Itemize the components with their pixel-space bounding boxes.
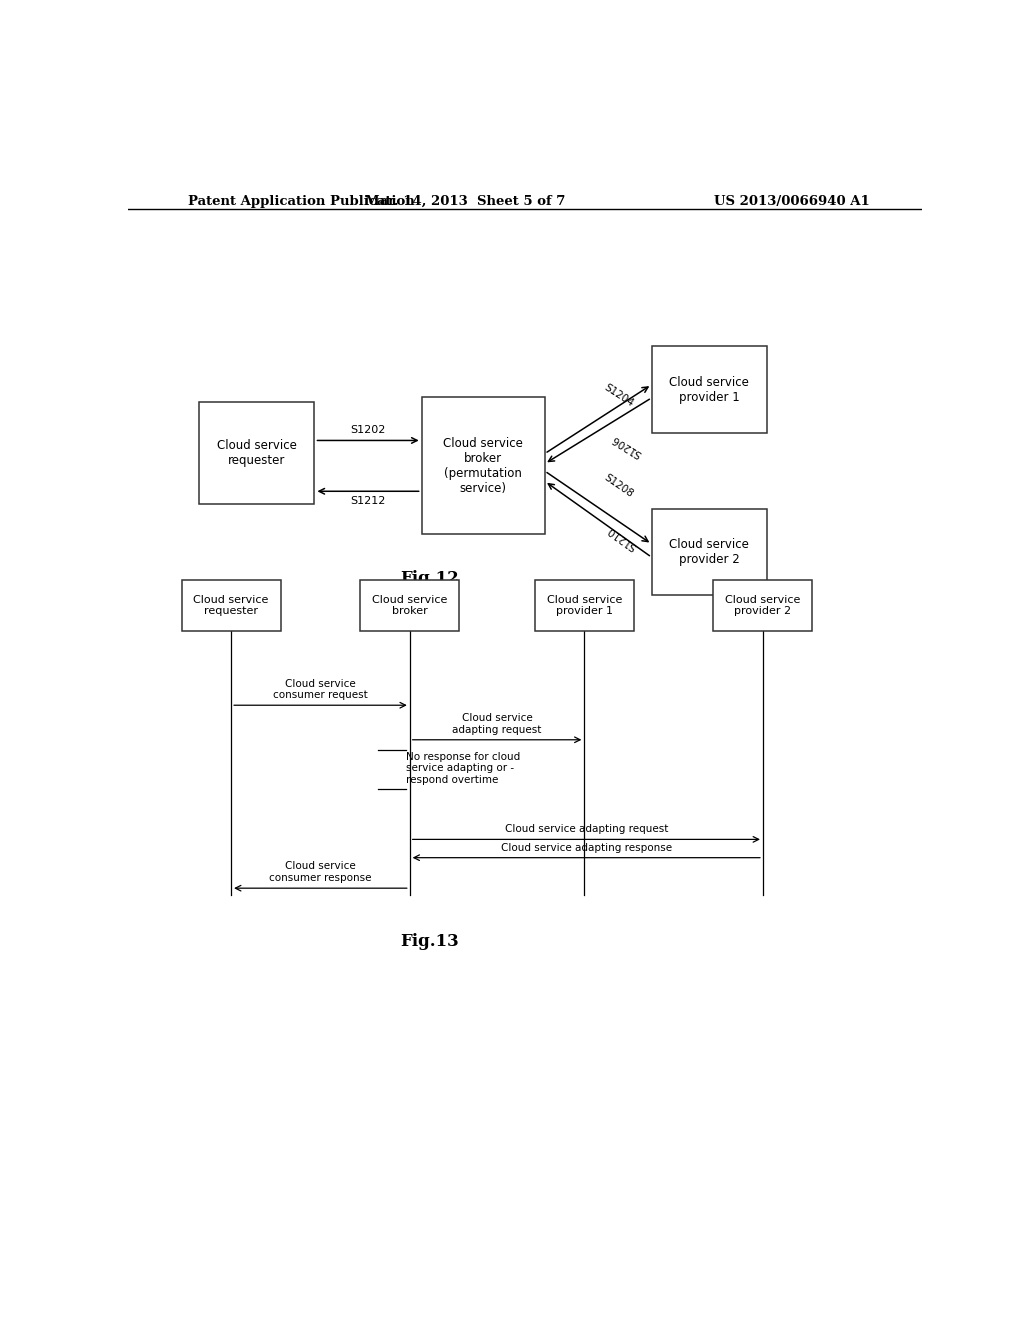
FancyBboxPatch shape: [422, 397, 545, 535]
Text: S1206: S1206: [610, 433, 643, 459]
Text: S1202: S1202: [350, 425, 386, 436]
Text: Fig.12: Fig.12: [400, 570, 459, 587]
Text: Cloud service
requester: Cloud service requester: [217, 440, 297, 467]
Text: Cloud service
adapting request: Cloud service adapting request: [453, 713, 542, 735]
Text: Cloud service
provider 1: Cloud service provider 1: [547, 595, 622, 616]
Text: S1208: S1208: [602, 473, 635, 499]
Text: Patent Application Publication: Patent Application Publication: [187, 195, 415, 209]
Text: Cloud service adapting request: Cloud service adapting request: [505, 824, 668, 834]
Text: Fig.13: Fig.13: [400, 933, 459, 950]
Text: Mar. 14, 2013  Sheet 5 of 7: Mar. 14, 2013 Sheet 5 of 7: [366, 195, 565, 209]
FancyBboxPatch shape: [714, 581, 812, 631]
Text: Cloud service
provider 1: Cloud service provider 1: [670, 376, 750, 404]
Text: Cloud service
broker
(permutation
service): Cloud service broker (permutation servic…: [443, 437, 523, 495]
FancyBboxPatch shape: [181, 581, 281, 631]
Text: Cloud service adapting response: Cloud service adapting response: [501, 842, 672, 853]
FancyBboxPatch shape: [652, 510, 767, 595]
Text: Cloud service
provider 2: Cloud service provider 2: [725, 595, 801, 616]
Text: S1204: S1204: [602, 383, 635, 409]
FancyBboxPatch shape: [360, 581, 460, 631]
Text: Cloud service
consumer request: Cloud service consumer request: [273, 678, 368, 700]
Text: Cloud service
requester: Cloud service requester: [194, 595, 269, 616]
Text: S1210: S1210: [606, 524, 639, 552]
FancyBboxPatch shape: [200, 403, 314, 504]
Text: S1212: S1212: [350, 496, 386, 507]
FancyBboxPatch shape: [652, 346, 767, 433]
Text: Cloud service
broker: Cloud service broker: [372, 595, 447, 616]
Text: US 2013/0066940 A1: US 2013/0066940 A1: [715, 195, 870, 209]
Text: No response for cloud
service adapting or -
respond overtime: No response for cloud service adapting o…: [406, 751, 520, 785]
Text: Cloud service
consumer response: Cloud service consumer response: [269, 862, 372, 883]
Text: Cloud service
provider 2: Cloud service provider 2: [670, 539, 750, 566]
FancyBboxPatch shape: [535, 581, 634, 631]
